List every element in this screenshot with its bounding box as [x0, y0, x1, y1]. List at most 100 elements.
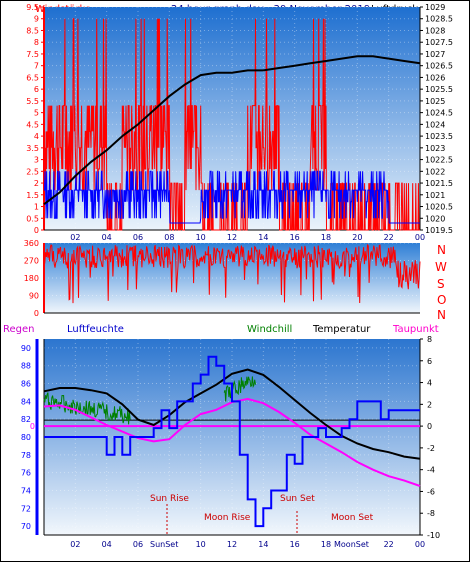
y-humidity-tick-label: 90 — [21, 344, 31, 353]
x-tick-label: 14 — [258, 233, 268, 242]
panel2-data — [43, 243, 421, 304]
y-dir-tick-label: 270 — [24, 257, 39, 266]
x-tick-label: 12 — [227, 540, 237, 549]
y-humidity-tick-label: 88 — [21, 362, 31, 371]
y-temp-tick-label: 0 — [427, 422, 432, 431]
y-right-tick-label: 1022 — [425, 167, 445, 176]
legend-regen: Regen — [3, 324, 35, 335]
y-humidity-tick-label: 70 — [21, 522, 31, 531]
legend-taupunkt: Taupunkt — [392, 324, 439, 335]
y-left-tick-label: 7.5 — [26, 50, 39, 59]
y-left-tick-label: 6 — [34, 85, 39, 94]
dir-letter-o: O — [437, 293, 446, 307]
y-left-tick-label: 6.5 — [26, 73, 39, 82]
x-tick-label: 12 — [227, 233, 237, 242]
y-temp-tick-label: -8 — [427, 509, 435, 518]
y-humidity-tick-label: 80 — [21, 433, 31, 442]
x-tick-label: 16 — [290, 540, 300, 549]
y-left-tick-label: 4 — [34, 132, 39, 141]
y-left-tick-label: 9 — [34, 15, 39, 24]
panel1-axes: 0 0.5 1 1.5 2 2.5 3 3.5 4 4.5 5 5.5 6 6.5 7 7.5 8 8.5 9 9.5… — [26, 3, 453, 242]
windchill-line-2 — [223, 376, 256, 402]
y-left-tick-label: 1.5 — [26, 191, 39, 200]
y-right-tick-label: 1021 — [425, 191, 445, 200]
y-left-tick-label: 9.5 — [26, 3, 39, 12]
y-humidity-tick-label: 76 — [21, 469, 31, 478]
y-right-tick-label: 1022.5 — [425, 156, 453, 165]
x-tick-label: 00 — [415, 540, 425, 549]
y-right-tick-label: 1023 — [425, 144, 445, 153]
sun-rise-label: Sun Rise — [150, 494, 189, 504]
y-left-tick-label: 5 — [34, 109, 39, 118]
y-left-tick-label: 7 — [34, 62, 39, 71]
y-left-tick-label: 4.5 — [26, 120, 39, 129]
y-humidity-tick-label: 78 — [21, 451, 31, 460]
humidity-line — [44, 355, 420, 528]
y-temp-tick-label: -4 — [427, 466, 435, 475]
dir-letter-n1: N — [437, 243, 446, 257]
y-left-tick-label: 2 — [34, 179, 39, 188]
y-humidity-tick-label: 74 — [21, 486, 31, 495]
x-tick-label: 10 — [196, 233, 206, 242]
y-dir-tick-label: 0 — [34, 309, 39, 318]
pressure-line — [43, 55, 421, 205]
y-left-tick-label: 0 — [34, 226, 39, 235]
y-humidity-tick-label: 84 — [21, 397, 31, 406]
y-temp-tick-label: 8 — [427, 335, 432, 344]
rain-zero-label: 0 — [30, 422, 35, 431]
x-tick-label: 06 — [133, 233, 143, 242]
wind-direction-line — [43, 243, 421, 304]
x-tick-label: 04 — [102, 540, 112, 549]
y-right-tick-label: 1028.5 — [425, 15, 453, 24]
dir-letter-s: S — [437, 277, 445, 291]
y-left-tick-label: 0.5 — [26, 214, 39, 223]
y-right-tick-label: 1024.5 — [425, 109, 453, 118]
moon-set-label: Moon Set — [331, 513, 374, 523]
y-right-tick-label: 1027 — [425, 50, 445, 59]
y-right-tick-label: 1027.5 — [425, 38, 453, 47]
wind-avg-line — [44, 170, 420, 224]
x-tick-label: 02 — [70, 540, 80, 549]
x-tick-label: 08 — [164, 233, 174, 242]
y-right-tick-label: 1028 — [425, 26, 445, 35]
y-right-tick-label: 1026.5 — [425, 62, 453, 71]
legend-temperatur: Temperatur — [312, 324, 371, 335]
x-tick-label: 22 — [384, 233, 394, 242]
x-tick-label: 14 — [258, 540, 268, 549]
dir-letter-w: W — [435, 260, 447, 274]
y-dir-tick-label: 180 — [24, 274, 39, 283]
dir-letter-n2: N — [437, 308, 446, 322]
sun-set-label: Sun Set — [280, 494, 315, 504]
y-temp-tick-label: -2 — [427, 444, 435, 453]
x-tick-label: 18 — [321, 540, 331, 549]
y-left-tick-label: 1 — [34, 203, 39, 212]
y-humidity-tick-label: 72 — [21, 504, 31, 513]
panel3-axes: 7072747678808284868890-10-8-6-4-20246802… — [21, 335, 440, 549]
y-right-tick-label: 1029 — [425, 3, 445, 12]
y-dir-tick-label: 90 — [29, 292, 39, 301]
y-temp-tick-label: -10 — [427, 531, 440, 540]
y-dir-tick-label: 360 — [24, 239, 39, 248]
y-right-tick-label: 1024 — [425, 120, 445, 129]
y-temp-tick-label: 2 — [427, 400, 432, 409]
legend-luftfeuchte: Luftfeuchte — [67, 324, 124, 335]
y-temp-tick-label: 6 — [427, 357, 432, 366]
x-tick-label: 00 — [415, 233, 425, 242]
x-tick-label: 10 — [196, 540, 206, 549]
y-temp-tick-label: -6 — [427, 487, 435, 496]
x-tick-label: 20 — [352, 233, 362, 242]
panel1-data — [43, 18, 421, 231]
moonset-axis-label: MoonSet — [334, 540, 369, 549]
x-tick-label: 16 — [290, 233, 300, 242]
y-right-tick-label: 1025.5 — [425, 85, 453, 94]
legend-windchill: Windchill — [247, 324, 292, 335]
direction-letters: N W S O N — [435, 243, 447, 322]
y-left-tick-label: 2.5 — [26, 167, 39, 176]
x-tick-label: 04 — [102, 233, 112, 242]
panel2-axes: 0 90 180 270 360 — [24, 239, 420, 318]
y-right-tick-label: 1023.5 — [425, 132, 453, 141]
y-right-tick-label: 1019.5 — [425, 226, 453, 235]
sunset-axis-label: SunSet — [150, 540, 178, 549]
